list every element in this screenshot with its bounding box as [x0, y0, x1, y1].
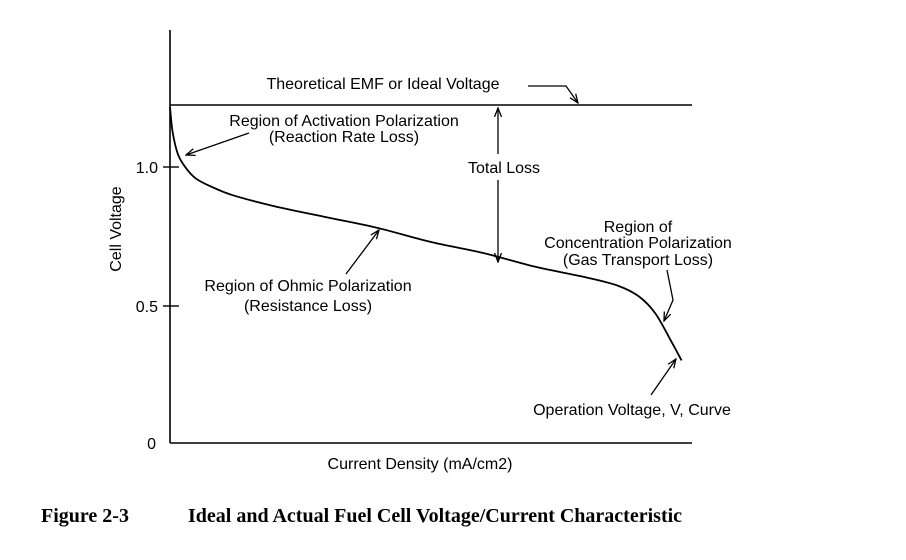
total-loss-label: Total Loss: [468, 160, 540, 177]
ohmic-arrow: [345, 230, 379, 275]
concentration-arrow: [664, 269, 674, 321]
ideal-voltage-arrow: [528, 85, 578, 103]
activation-arrow: [186, 132, 250, 155]
y-axis-label: Cell Voltage: [108, 186, 125, 271]
y-tick-label-1.0: 1.0: [136, 160, 158, 177]
concentration-label-2: Concentration Polarization: [544, 235, 732, 252]
concentration-label-1: Region of: [604, 219, 673, 236]
ideal-voltage-label: Theoretical EMF or Ideal Voltage: [266, 76, 499, 93]
fuel-cell-chart: 1.0 0.5 0 Cell Voltage Current Density (…: [108, 30, 732, 473]
operation-voltage-curve: [169, 107, 683, 361]
y-tick-label-0: 0: [147, 436, 156, 453]
operation-curve-label: Operation Voltage, V, Curve: [533, 402, 731, 419]
activation-label-1: Region of Activation Polarization: [229, 113, 458, 130]
ohmic-label-2: (Resistance Loss): [244, 298, 372, 315]
x-axis-label: Current Density (mA/cm2): [328, 456, 513, 473]
y-tick-label-0.5: 0.5: [136, 299, 158, 316]
activation-label-2: (Reaction Rate Loss): [269, 129, 419, 146]
figure-number: Figure 2-3: [41, 505, 129, 527]
operation-arrow: [650, 359, 676, 396]
figure-title: Ideal and Actual Fuel Cell Voltage/Curre…: [188, 505, 683, 527]
ohmic-label-1: Region of Ohmic Polarization: [204, 278, 411, 295]
concentration-label-3: (Gas Transport Loss): [563, 252, 713, 269]
